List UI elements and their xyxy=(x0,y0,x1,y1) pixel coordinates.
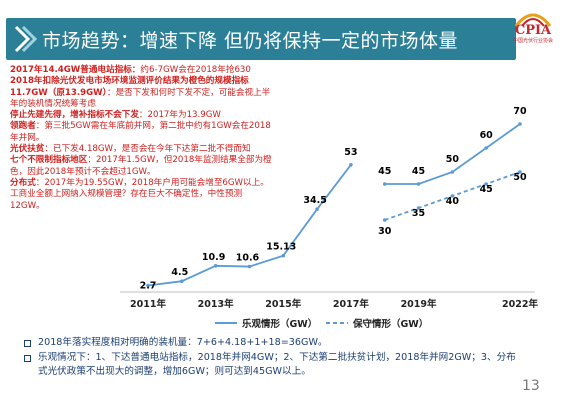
note-text: 约6-7GW会在2018年抢630 xyxy=(140,65,251,75)
note-lead: 七个不限制指标地区 xyxy=(10,155,88,166)
historical-series-data-label: 4.5 xyxy=(171,267,188,278)
optimistic-series-data-label: 50 xyxy=(446,154,460,165)
note-paragraph: 光伏扶贫：已下发4.18GW，是否会在今年下达第二批不得而知 xyxy=(10,144,275,155)
note-lead: 光伏扶贫 xyxy=(10,144,45,155)
legend-conservative-label: 保守情形（GW） xyxy=(352,318,428,330)
historical-series-data-label: 34.5 xyxy=(303,195,326,206)
bullet-text: 2018年落实程度相对明确的装机量：7+6+4.18+1+18=36GW。 xyxy=(38,337,328,348)
historical-series-point xyxy=(247,264,252,269)
conservative-series-point xyxy=(518,170,522,174)
note-lead: 分布式 xyxy=(10,177,36,188)
bullet-item: 乐观情况下：1、下达普通电站指标，2018年并网4GW；2、下达第二批扶贫计划，… xyxy=(24,351,524,380)
optimistic-series-data-label: 60 xyxy=(480,130,494,141)
legend-optimistic-label: 乐观情形（GW） xyxy=(242,318,317,330)
note-paragraph: 分布式：2017年为19.55GW，2018年户用可能会增至6GW以上。工商业全… xyxy=(10,178,275,212)
conservative-series-data-label: 35 xyxy=(412,208,425,219)
x-tick-label: 2011年 xyxy=(130,298,166,310)
logo-text: CPIA xyxy=(514,23,552,38)
x-tick-label: 2022年 xyxy=(502,298,538,310)
note-lead: 2017年14.4GW普通电站指标： xyxy=(10,65,141,75)
note-lead: 领跑者 xyxy=(10,121,36,132)
note-text: ：是否下发和何时下发不定，可能会视上半年的装机情况统筹考虑 xyxy=(10,87,271,109)
historical-series-point xyxy=(315,207,319,211)
optimistic-series-point xyxy=(382,182,387,186)
note-paragraph: 2018年扣除光伏发电市场环境监测评价结果为橙色的规模指标11.7GW（原13.… xyxy=(10,76,275,110)
conservative-series-data-label: 30 xyxy=(378,226,392,237)
historical-series-point xyxy=(180,279,184,284)
note-text: ：第三批5GW需在年底前并网，第二批中约有1GW会在2018年并网。 xyxy=(10,121,271,143)
bullet-list: 2018年落实程度相对明确的装机量：7+6+4.18+1+18=36GW。 乐观… xyxy=(24,336,524,380)
x-tick-label: 2019年 xyxy=(401,298,437,310)
note-text: ：2017年为19.55GW，2018年户用可能会增至6GW以上。工商业全额上网… xyxy=(10,177,269,211)
conservative-series-data-label: 50 xyxy=(513,172,527,183)
square-bullet-icon xyxy=(24,354,31,362)
historical-series-data-label: 10.6 xyxy=(236,253,260,264)
note-paragraph: 停止先建先得，增补指标不会下发：2017年为13.9GW xyxy=(10,110,275,121)
x-tick-label: 2015年 xyxy=(265,298,301,310)
bullet-item: 2018年落实程度相对明确的装机量：7+6+4.18+1+18=36GW。 xyxy=(24,336,524,351)
square-bullet-icon xyxy=(24,340,31,347)
conservative-series-point xyxy=(382,218,387,222)
note-paragraph: 七个不限制指标地区：2017年1.5GW，但2018年监测结果全部为橙色，因此2… xyxy=(10,155,275,178)
note-text: ：2017年为13.9GW xyxy=(138,110,221,121)
x-tick-label: 2013年 xyxy=(198,298,234,310)
sun-arc-icon xyxy=(514,13,552,27)
optimistic-series-point xyxy=(450,170,455,174)
note-lead: 停止先建先得，增补指标不会下发 xyxy=(10,110,139,121)
x-tick-label: 2017年 xyxy=(333,298,369,310)
historical-series-point xyxy=(349,163,353,167)
notes-panel: 2017年14.4GW普通电站指标：约6-7GW会在2018年抢630 2018… xyxy=(10,65,275,212)
page-title: 市场趋势：增速下降 但仍将保持一定的市场体量 xyxy=(42,30,459,52)
note-paragraph: 领跑者：第三批5GW需在年底前并网，第二批中约有1GW会在2018年并网。 xyxy=(10,121,275,144)
optimistic-series-point xyxy=(416,182,421,186)
historical-series-data-label: 53 xyxy=(344,147,357,158)
note-text: ：已下发4.18GW，是否会在今年下达第二批不得而知 xyxy=(44,144,251,155)
conservative-series-point xyxy=(450,194,455,198)
historical-series-point xyxy=(281,253,286,258)
logo-subtitle: 中国光伏行业协会 xyxy=(512,38,553,44)
optimistic-series-point xyxy=(484,146,488,150)
note-text: ：2017年1.5GW，但2018年监测结果全部为橙色，因此2018年预计不会超… xyxy=(10,155,272,177)
optimistic-series-point xyxy=(518,122,522,126)
page-number: 13 xyxy=(522,378,540,394)
optimistic-series-data-label: 45 xyxy=(378,166,391,177)
optimistic-series-data-label: 45 xyxy=(412,166,425,177)
optimistic-series-data-label: 70 xyxy=(513,106,527,117)
note-paragraph: 2017年14.4GW普通电站指标：约6-7GW会在2018年抢630 xyxy=(10,65,275,76)
conservative-series-data-label: 40 xyxy=(446,196,460,207)
historical-series-data-label: 15.13 xyxy=(266,242,296,253)
conservative-series-point xyxy=(416,206,421,210)
header-bar: 市场趋势：增速下降 但仍将保持一定的市场体量 xyxy=(6,18,516,60)
historical-series-data-label: 10.9 xyxy=(202,252,225,263)
historical-series-point xyxy=(213,264,218,268)
cpia-logo: CPIA 中国光伏行业协会 xyxy=(506,4,560,46)
chevron-right-icon xyxy=(14,25,38,53)
bullet-text: 乐观情况下：1、下达普通电站指标，2018年并网4GW；2、下达第二批扶贫计划，… xyxy=(38,351,516,378)
note-lead: 2018年扣除光伏发电市场环境监测评价结果为橙色的规模指标11.7GW（原13.… xyxy=(10,76,249,98)
historical-series-data-label: 2.7 xyxy=(140,281,157,292)
conservative-series-point xyxy=(484,182,488,186)
conservative-series-data-label: 45 xyxy=(480,184,493,195)
historical-series-point xyxy=(146,283,150,288)
